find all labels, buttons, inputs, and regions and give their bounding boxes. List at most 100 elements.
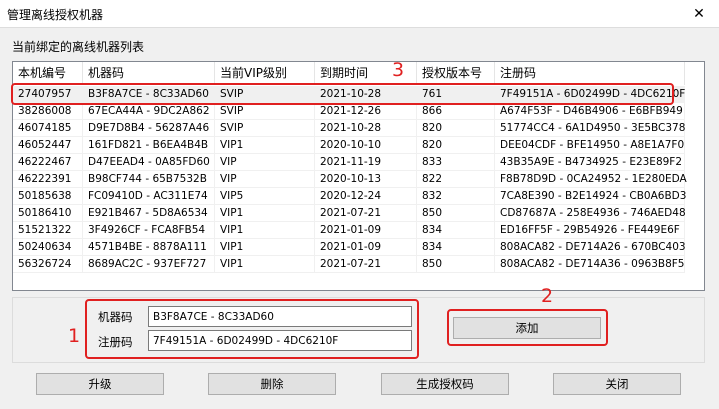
table-cell: 761 <box>417 86 495 103</box>
table-cell: VIP1 <box>215 222 315 239</box>
close-icon[interactable]: ✕ <box>693 6 705 22</box>
table-cell: ED16FF5F - 29B54926 - FE449E6F <box>495 222 685 239</box>
table-cell: A674F53F - D46B4906 - E6BFB949 <box>495 103 685 120</box>
table-cell: 850 <box>417 205 495 222</box>
annotation-box-add <box>447 309 608 346</box>
table-row[interactable]: 50240634 4571B4BE - 8878A111 VIP1 2021-01-0… <box>13 239 686 256</box>
table-row[interactable]: 46222391 B98CF744 - 65B7532B VIP 2020-10-13… <box>13 171 687 188</box>
table-cell: 834 <box>417 239 495 256</box>
table-row[interactable]: 50186410 E921B467 - 5D8A6534 VIP1 2021-07-2… <box>13 205 686 222</box>
list-label: 当前绑定的离线机器列表 <box>12 40 145 54</box>
column-header[interactable]: 到期时间 <box>315 62 417 85</box>
table-cell: 2021-10-28 <box>315 86 417 103</box>
table-cell: F8B78D9D - 0CA24952 - 1E280EDA <box>495 171 687 188</box>
table-cell: B98CF744 - 65B7532B <box>83 171 215 188</box>
table-row[interactable]: 46074185 D9E7D8B4 - 56287A46 SVIP 2021-10-2… <box>13 120 685 137</box>
table-cell: 866 <box>417 103 495 120</box>
table-cell: 833 <box>417 154 495 171</box>
table-cell: 2021-07-21 <box>315 256 417 273</box>
title-bar <box>0 0 719 28</box>
annotation-number-2: 2 <box>541 285 554 307</box>
table-cell: VIP1 <box>215 239 315 256</box>
table-cell: 46222391 <box>13 171 83 188</box>
table-cell: 50240634 <box>13 239 83 256</box>
table-row[interactable]: 51521322 3F4926CF - FCA8FB54 VIP1 2021-01-0… <box>13 222 685 239</box>
annotation-number-1: 1 <box>68 325 81 347</box>
table-cell: 27407957 <box>13 86 83 103</box>
table-cell: 46052447 <box>13 137 83 154</box>
table-cell: VIP1 <box>215 256 315 273</box>
table-row[interactable]: 56326724 8689AC2C - 937EF727 VIP1 2021-07-2… <box>13 256 685 273</box>
table-cell: VIP1 <box>215 205 315 222</box>
column-header[interactable]: 授权版本号 <box>417 62 495 85</box>
column-header[interactable]: 机器码 <box>83 62 215 85</box>
table-cell: CD87687A - 258E4936 - 746AED48 <box>495 205 686 222</box>
table-cell: SVIP <box>215 86 315 103</box>
table-cell: VIP5 <box>215 188 315 205</box>
table-cell: 161FD821 - B6EA4B4B <box>83 137 215 154</box>
close-button[interactable]: 关闭 <box>553 373 681 395</box>
annotation-box-form <box>85 299 419 359</box>
table-cell: 7CA8E390 - B2E14924 - CB0A6BD3 <box>495 188 686 205</box>
table-cell: VIP <box>215 154 315 171</box>
generate-code-button[interactable]: 生成授权码 <box>381 373 509 395</box>
table-cell: 8689AC2C - 937EF727 <box>83 256 215 273</box>
table-cell: VIP <box>215 171 315 188</box>
table-cell: 46222467 <box>13 154 83 171</box>
window-title: 管理离线授权机器 <box>7 8 104 22</box>
table-cell: 50186410 <box>13 205 83 222</box>
reg-code-label: 注册码 <box>98 335 133 349</box>
table-cell: SVIP <box>215 120 315 137</box>
table-row[interactable]: 27407957 B3F8A7CE - 8C33AD60 SVIP 2021-10-2… <box>13 86 685 103</box>
table-cell: 2020-12-24 <box>315 188 417 205</box>
table-cell: 51774CC4 - 6A1D4950 - 3E5BC378 <box>495 120 685 137</box>
table-row[interactable]: 46222467 D47EEAD4 - 0A85FD60 VIP 2021-11-19… <box>13 154 685 171</box>
delete-button[interactable]: 删除 <box>208 373 336 395</box>
table-cell: 820 <box>417 137 495 154</box>
table-cell: 3F4926CF - FCA8FB54 <box>83 222 215 239</box>
table-cell: 38286008 <box>13 103 83 120</box>
table-cell: 2020-10-13 <box>315 171 417 188</box>
table-cell: 43B35A9E - B4734925 - E23E89F2 <box>495 154 685 171</box>
table-row[interactable]: 46052447 161FD821 - B6EA4B4B VIP1 2020-10-1… <box>13 137 685 154</box>
machine-code-input[interactable] <box>148 306 412 327</box>
table-cell: B3F8A7CE - 8C33AD60 <box>83 86 215 103</box>
table-cell: DEE04CDF - BFE14950 - A8E1A7F0 <box>495 137 685 154</box>
table-cell: 7F49151A - 6D02499D - 4DC6210F <box>495 86 685 103</box>
table-cell: 46074185 <box>13 120 83 137</box>
reg-code-input[interactable] <box>148 330 412 351</box>
table-cell: 808ACA82 - DE714A36 - 0963B8F5 <box>495 256 685 273</box>
table-cell: VIP1 <box>215 137 315 154</box>
table-cell: E921B467 - 5D8A6534 <box>83 205 215 222</box>
add-button[interactable]: 添加 <box>453 317 601 339</box>
table-cell: 50185638 <box>13 188 83 205</box>
upgrade-button[interactable]: 升级 <box>36 373 164 395</box>
table-cell: SVIP <box>215 103 315 120</box>
annotation-number-3: 3 <box>392 59 405 81</box>
column-header[interactable]: 本机编号 <box>13 62 83 85</box>
table-cell: 67ECA44A - 9DC2A862 <box>83 103 215 120</box>
table-cell: 2021-01-09 <box>315 222 417 239</box>
table-row[interactable]: 50185638 FC09410D - AC311E74 VIP5 2020-12-2… <box>13 188 686 205</box>
table-cell: 2021-10-28 <box>315 120 417 137</box>
table-cell: 2020-10-10 <box>315 137 417 154</box>
table-row[interactable]: 38286008 67ECA44A - 9DC2A862 SVIP 2021-12-2… <box>13 103 685 120</box>
table-cell: 822 <box>417 171 495 188</box>
column-header[interactable]: 当前VIP级别 <box>215 62 315 85</box>
table-cell: 850 <box>417 256 495 273</box>
table-cell: 2021-07-21 <box>315 205 417 222</box>
table-cell: 51521322 <box>13 222 83 239</box>
column-header[interactable]: 注册码 <box>495 62 685 85</box>
annotation-box-row <box>11 83 674 105</box>
table-cell: 2021-12-26 <box>315 103 417 120</box>
table-cell: 56326724 <box>13 256 83 273</box>
table-cell: 832 <box>417 188 495 205</box>
machine-list[interactable]: 本机编号 机器码 当前VIP级别 到期时间 授权版本号 注册码 27407957 B3F8A7… <box>12 61 705 291</box>
table-cell: 2021-11-19 <box>315 154 417 171</box>
table-cell: D47EEAD4 - 0A85FD60 <box>83 154 215 171</box>
machine-code-label: 机器码 <box>98 310 133 324</box>
input-group <box>12 297 705 363</box>
table-cell: 834 <box>417 222 495 239</box>
table-cell: 820 <box>417 120 495 137</box>
table-cell: D9E7D8B4 - 56287A46 <box>83 120 215 137</box>
